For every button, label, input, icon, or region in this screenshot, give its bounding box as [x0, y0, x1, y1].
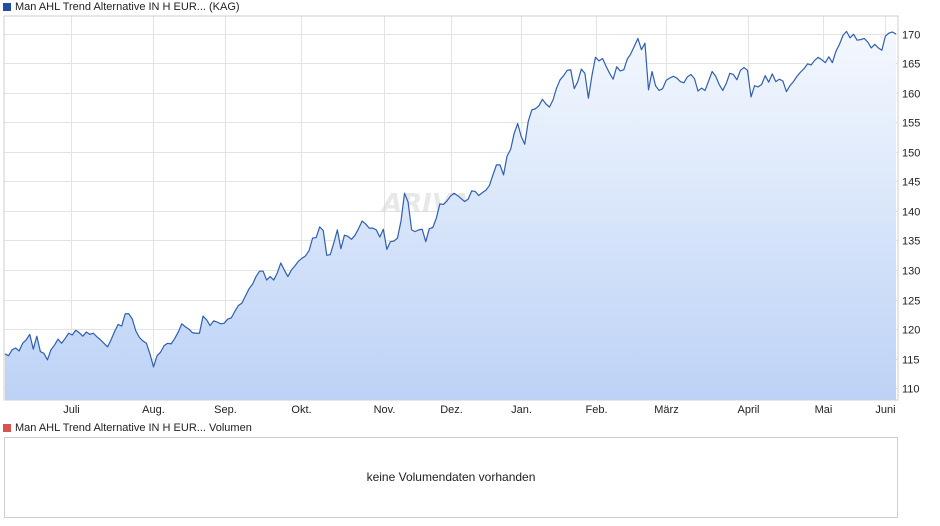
- x-tick-label: Feb.: [585, 404, 607, 416]
- y-tick-label: 135: [902, 236, 920, 248]
- series-area: [5, 31, 896, 400]
- y-tick-label: 150: [902, 148, 920, 160]
- price-chart: ARIVA.DE 1101151201251301351401451501551…: [3, 15, 920, 416]
- y-tick-label: 120: [902, 325, 920, 337]
- x-tick-label: Dez.: [440, 404, 463, 416]
- x-tick-label: Aug.: [142, 404, 165, 416]
- y-tick-label: 115: [902, 355, 920, 367]
- legend-volume-label: Man AHL Trend Alternative IN H EUR... Vo…: [15, 422, 252, 434]
- legend-volume-swatch: [3, 424, 11, 432]
- x-tick-label: Okt.: [291, 404, 311, 416]
- y-tick-label: 155: [902, 118, 920, 130]
- x-tick-label: Juni: [875, 404, 895, 416]
- y-tick-label: 145: [902, 177, 920, 189]
- volume-panel: keine Volumendaten vorhanden: [4, 437, 898, 518]
- y-axis: 110 115 120 125 130 135 140 145 150 155 160 165 170: [902, 30, 920, 396]
- x-tick-label: März: [654, 404, 678, 416]
- y-tick-label: 125: [902, 296, 920, 308]
- x-tick-label: Jan.: [511, 404, 532, 416]
- x-tick-label: Juli: [63, 404, 80, 416]
- legend-volume: Man AHL Trend Alternative IN H EUR... Vo…: [3, 421, 252, 435]
- y-tick-label: 110: [902, 384, 920, 396]
- x-tick-label: Sep.: [214, 404, 237, 416]
- y-tick-label: 165: [902, 59, 920, 71]
- x-tick-label: Mai: [815, 404, 833, 416]
- series-line: [4, 30, 897, 368]
- legend-price: Man AHL Trend Alternative IN H EUR... (K…: [3, 0, 240, 14]
- plot-frame: [3, 15, 899, 401]
- x-axis: Juli Aug. Sep. Okt. Nov. Dez. Jan. Feb. März Apri…: [63, 404, 895, 416]
- y-tick-label: 130: [902, 266, 920, 278]
- y-tick-label: 160: [902, 89, 920, 101]
- legend-price-swatch: [3, 3, 11, 11]
- x-tick-label: April: [737, 404, 759, 416]
- y-tick-label: 170: [902, 30, 920, 42]
- y-tick-label: 140: [902, 207, 920, 219]
- legend-price-label: Man AHL Trend Alternative IN H EUR... (K…: [15, 1, 240, 13]
- x-tick-label: Nov.: [374, 404, 396, 416]
- no-volume-message: keine Volumendaten vorhanden: [366, 470, 536, 484]
